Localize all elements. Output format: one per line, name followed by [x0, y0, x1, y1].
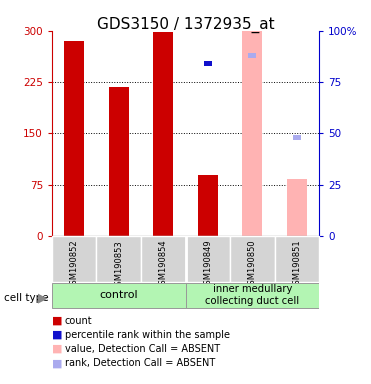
- Bar: [204, 61, 212, 66]
- Text: GDS3150 / 1372935_at: GDS3150 / 1372935_at: [97, 17, 274, 33]
- Bar: [109, 87, 129, 236]
- Text: rank, Detection Call = ABSENT: rank, Detection Call = ABSENT: [65, 358, 215, 368]
- Bar: [186, 236, 230, 282]
- Bar: [230, 236, 275, 282]
- Bar: [141, 236, 186, 282]
- Text: GSM190852: GSM190852: [70, 240, 79, 290]
- Text: ■: ■: [52, 358, 62, 368]
- Text: inner medullary
collecting duct cell: inner medullary collecting duct cell: [205, 285, 299, 306]
- Text: ▶: ▶: [38, 291, 47, 304]
- Bar: [293, 135, 301, 140]
- Bar: [96, 236, 141, 282]
- Text: percentile rank within the sample: percentile rank within the sample: [65, 330, 230, 340]
- Bar: [64, 41, 84, 236]
- Bar: [287, 179, 307, 236]
- Text: ■: ■: [52, 344, 62, 354]
- Bar: [186, 283, 319, 308]
- Bar: [275, 236, 319, 282]
- Bar: [52, 236, 96, 282]
- Text: GSM190853: GSM190853: [114, 240, 123, 291]
- Bar: [242, 0, 262, 236]
- Text: ■: ■: [52, 316, 62, 326]
- Text: ■: ■: [52, 330, 62, 340]
- Text: value, Detection Call = ABSENT: value, Detection Call = ABSENT: [65, 344, 220, 354]
- Bar: [52, 283, 186, 308]
- Text: cell type: cell type: [4, 293, 48, 303]
- Bar: [153, 32, 173, 236]
- Text: GSM190854: GSM190854: [159, 240, 168, 290]
- Bar: [248, 53, 256, 58]
- Text: GSM190850: GSM190850: [248, 240, 257, 290]
- Text: GSM190851: GSM190851: [292, 240, 301, 290]
- Text: count: count: [65, 316, 92, 326]
- Text: GSM190849: GSM190849: [203, 240, 212, 290]
- Bar: [198, 174, 218, 236]
- Text: control: control: [99, 290, 138, 300]
